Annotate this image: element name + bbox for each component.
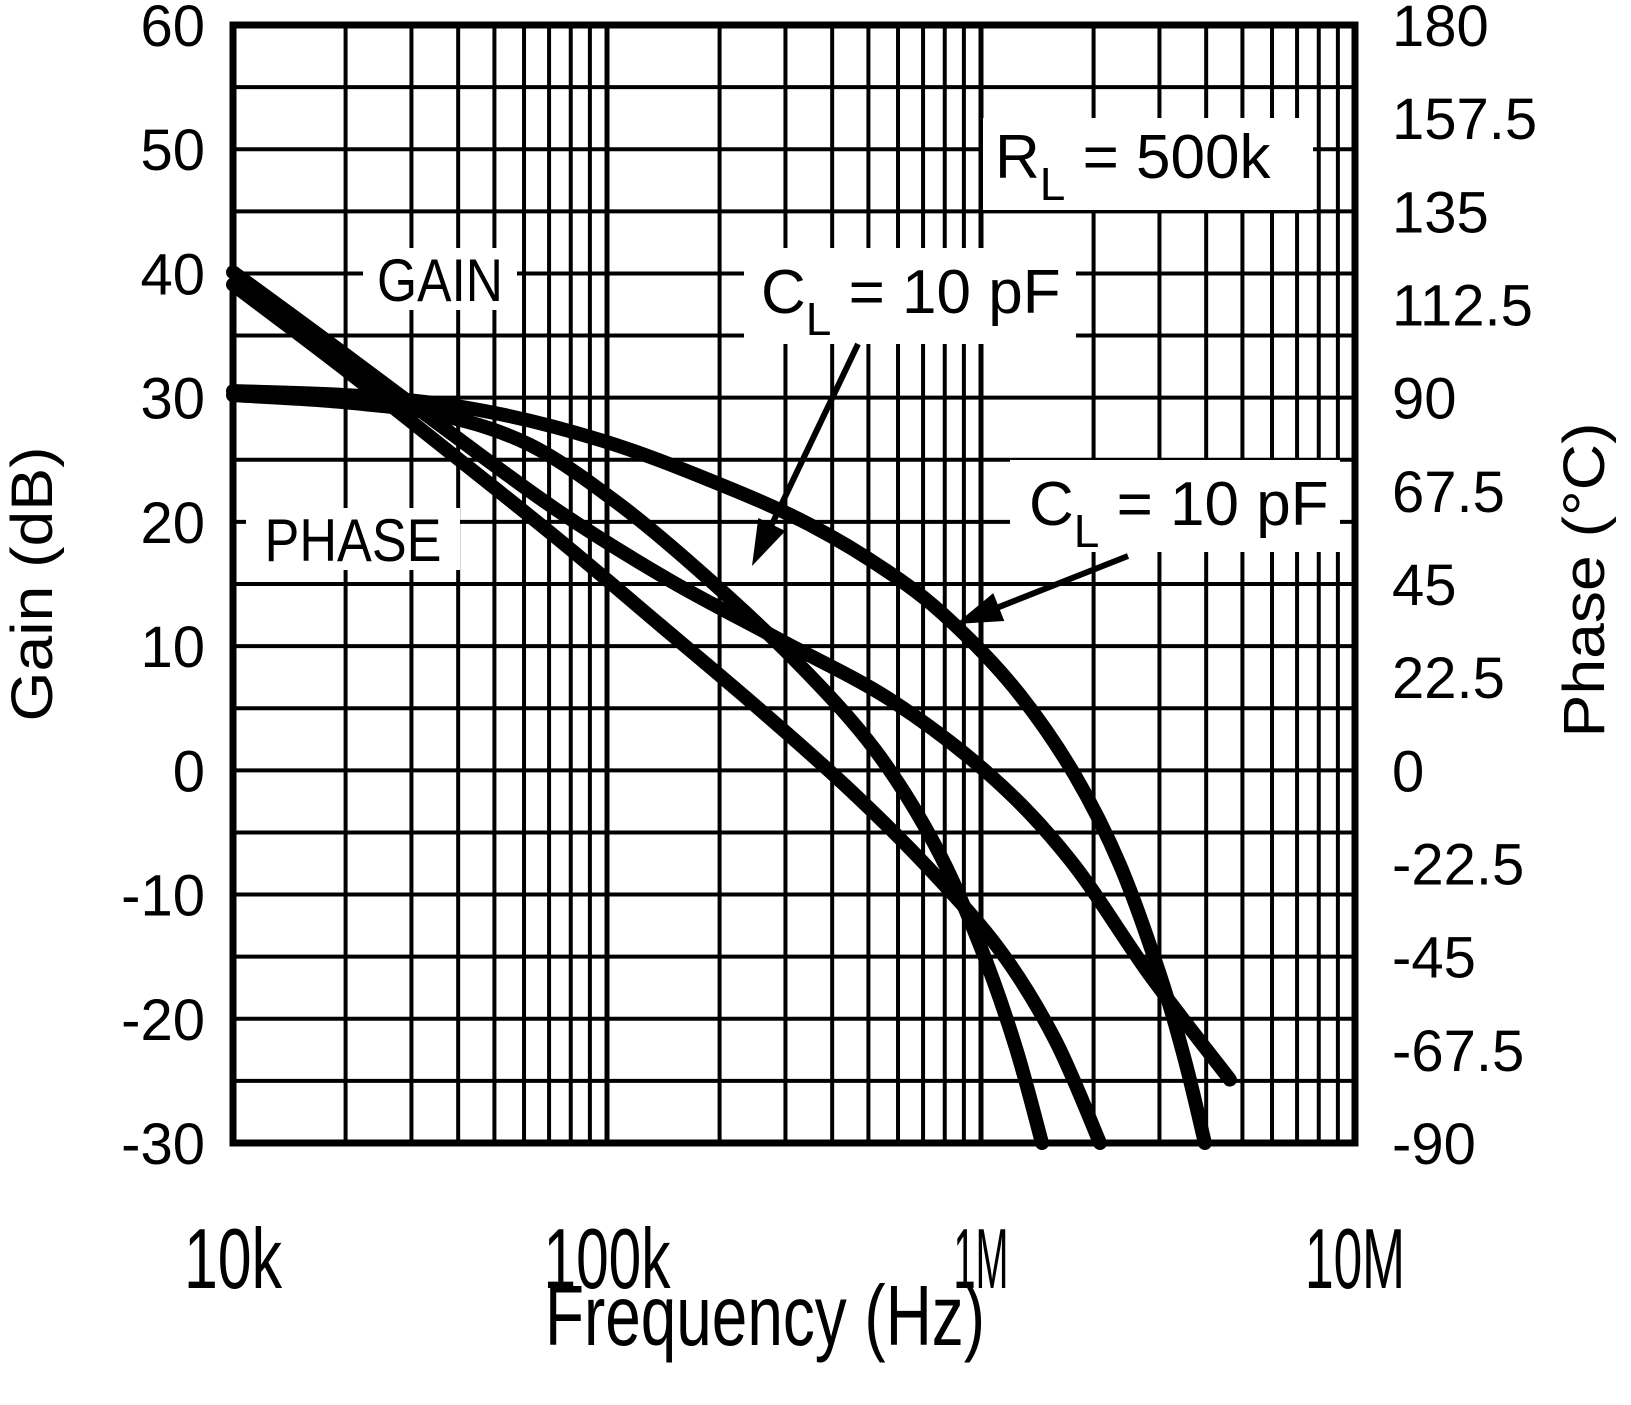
phase-tick-label--45: -45 — [1392, 926, 1476, 991]
phase-tick-label-112.5: 112.5 — [1392, 274, 1533, 339]
gain-tick-label-10: 10 — [140, 615, 205, 680]
cl-label-2-arrowhead — [956, 593, 1005, 624]
gain-tick-label--30: -30 — [121, 1112, 205, 1177]
phase-tick-label--22.5: -22.5 — [1392, 833, 1524, 898]
cl-label-1-arrow-line — [759, 342, 861, 547]
rl-label-mask — [983, 118, 1313, 210]
phase-tick-label-67.5: 67.5 — [1392, 460, 1505, 525]
phase-tick-label--67.5: -67.5 — [1392, 1019, 1524, 1084]
gain-tick-label-0: 0 — [173, 739, 205, 804]
gain-tick-label-30: 30 — [140, 367, 205, 432]
cl-label-2-arrow-line — [976, 553, 1130, 619]
x-axis-title: Frequency (Hz) — [545, 1269, 985, 1364]
curve-phase-cl-10pf — [226, 384, 1212, 1150]
plot-border — [229, 21, 1359, 1147]
phase-label: PHASE — [265, 507, 442, 574]
curve-gain-2 — [226, 277, 1107, 1150]
phase-tick-label-0: 0 — [1392, 739, 1424, 804]
cl-label-1-arrowhead — [752, 518, 786, 566]
freq-tick-label-1M: 1M — [954, 1212, 1009, 1307]
cl-label-1-mask — [744, 248, 1076, 344]
gain-tick-label-50: 50 — [140, 118, 205, 183]
phase-tick-label-180: 180 — [1392, 0, 1489, 59]
phase-tick-label-22.5: 22.5 — [1392, 646, 1505, 711]
freq-tick-label-100k: 100k — [544, 1212, 671, 1307]
phase-tick-label-157.5: 157.5 — [1392, 87, 1537, 152]
y-left-axis-title: Gain (dB) — [0, 447, 65, 722]
freq-tick-label-10k: 10k — [184, 1212, 282, 1307]
gain-tick-label--10: -10 — [121, 864, 205, 929]
gain-tick-label-20: 20 — [140, 491, 205, 556]
y-right-axis-title: Phase (°C) — [1552, 423, 1617, 738]
cl-label-2-mask — [1010, 460, 1340, 552]
phase-tick-label-90: 90 — [1392, 367, 1457, 432]
gain-label-mask — [363, 248, 517, 310]
phase-tick-label-45: 45 — [1392, 553, 1457, 618]
phase-tick-label--90: -90 — [1392, 1112, 1476, 1177]
gain-label: GAIN — [377, 247, 503, 314]
freq-tick-label-10M: 10M — [1305, 1212, 1405, 1307]
gain-tick-label-40: 40 — [140, 242, 205, 307]
phase-label-mask — [246, 508, 460, 570]
phase-tick-label-135: 135 — [1392, 180, 1489, 245]
curve-phase-1 — [226, 388, 1049, 1150]
gain-tick-label-60: 60 — [140, 0, 205, 59]
gain-tick-label--20: -20 — [121, 988, 205, 1053]
